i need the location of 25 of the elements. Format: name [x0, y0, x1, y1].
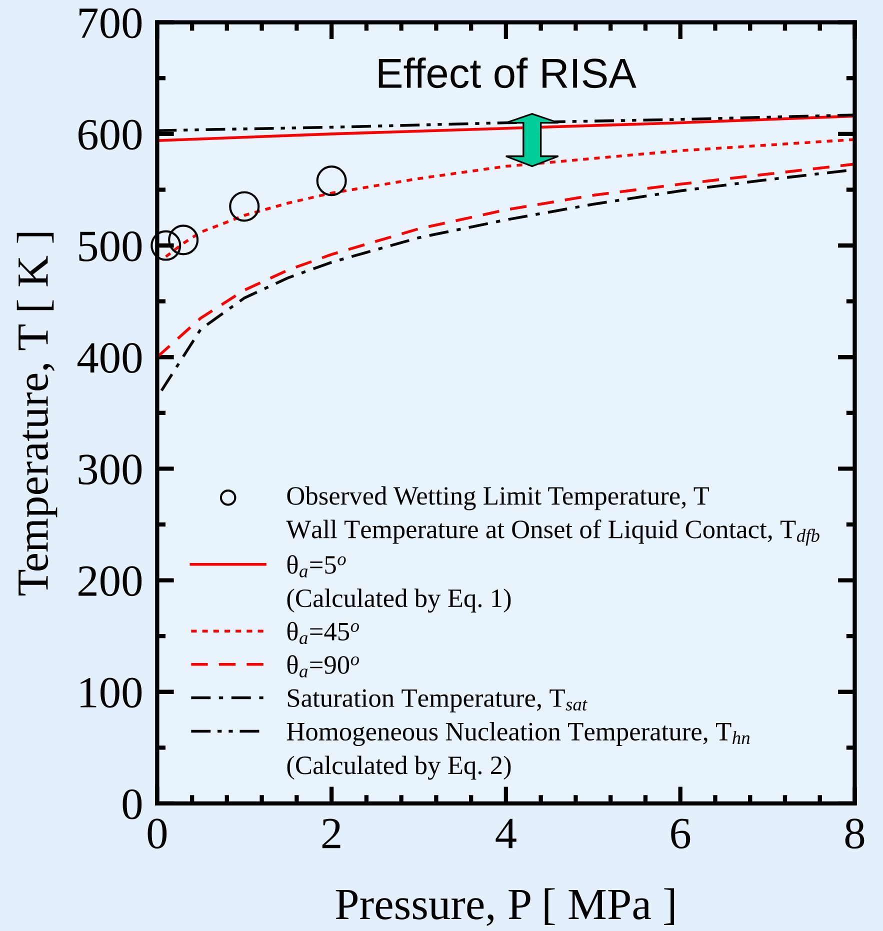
text: Effect of RISA [378, 58, 636, 88]
annotation: (Calculated by Eq. 2) [287, 756, 511, 780]
y-axis-title: Temperature, T [ K ] [16, 232, 58, 596]
y-tick-label: 500 [79, 231, 142, 262]
x-tick-label: 4 [496, 818, 516, 848]
legend-label: Homogeneous Nucleation Temperature, T$_{hn}$ [286, 722, 750, 746]
y-tick-label: 200 [78, 566, 142, 596]
legend-label: Saturation Temperature, T$_{sat}$ [288, 689, 588, 712]
x-axis-title: Pressure, P [ MPa ] [336, 888, 674, 926]
annotation: Wall Temperature at Onset of Liquid Contact, T$_{dfb}$ [286, 519, 820, 546]
x-tick-label: 6 [671, 818, 690, 849]
x-tick-label: 2 [322, 818, 340, 848]
legend-label: θ$_{a}$=90$^{o}$ [287, 655, 359, 678]
y-tick-label: 300 [78, 454, 142, 485]
y-tick-label: 600 [78, 120, 142, 150]
legend-label: θ$_{a}$=45$^{o}$ [287, 622, 359, 644]
legend-label: Observed Wetting Limit Temperature, T [287, 486, 710, 510]
annotation: (Calculated by Eq. 1) [287, 588, 511, 613]
y-tick-label: 0 [122, 789, 142, 820]
legend-label: θ$_{a}$=5$^{o}$ [287, 555, 346, 578]
x-tick-label: 8 [845, 818, 864, 849]
y-tick-label: 400 [77, 342, 142, 373]
y-tick-label: 100 [80, 678, 142, 708]
x-tick-label: 0 [148, 818, 167, 849]
y-tick-label: 700 [80, 8, 142, 38]
